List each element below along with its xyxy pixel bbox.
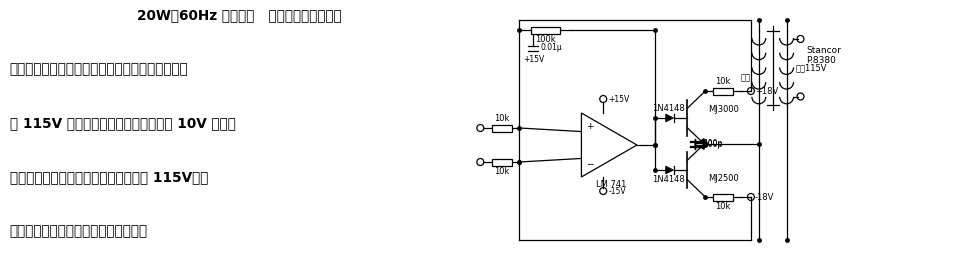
- Text: +18V: +18V: [755, 86, 778, 95]
- Polygon shape: [701, 139, 706, 145]
- Text: 初级115V: 初级115V: [796, 63, 827, 72]
- Text: +15V: +15V: [608, 94, 629, 103]
- Bar: [713, 87, 733, 94]
- Text: MJ3000: MJ3000: [709, 105, 740, 114]
- Text: 压器，初次级反接，把输出电压提升到 115V，用: 压器，初次级反接，把输出电压提升到 115V，用: [10, 170, 208, 184]
- Text: 100p: 100p: [703, 139, 722, 148]
- Bar: [492, 125, 512, 132]
- Text: 上增加了两只大电流互补晶体管，使伺服放大器产: 上增加了两只大电流互补晶体管，使伺服放大器产: [10, 62, 189, 76]
- Text: 1N4148: 1N4148: [652, 175, 685, 184]
- Text: 10k: 10k: [715, 202, 731, 211]
- Text: -18V: -18V: [755, 192, 774, 201]
- Text: +15V: +15V: [523, 55, 544, 64]
- Polygon shape: [666, 114, 674, 122]
- Text: 10k: 10k: [715, 77, 731, 86]
- Text: 20W、60Hz 伺服电路   该电路在运算放大器: 20W、60Hz 伺服电路 该电路在运算放大器: [137, 8, 342, 22]
- Text: 生 115V 的输出。放大器驱动低阻抗的 10V 灯丝变: 生 115V 的输出。放大器驱动低阻抗的 10V 灯丝变: [10, 116, 235, 130]
- Bar: [530, 27, 560, 34]
- Text: 10k: 10k: [494, 167, 509, 176]
- Text: LM 741: LM 741: [596, 180, 626, 189]
- Text: Stancor: Stancor: [806, 46, 841, 55]
- Text: P.8380: P.8380: [806, 56, 836, 65]
- Text: 于驱动伺服机构。晶体管要加散热器。: 于驱动伺服机构。晶体管要加散热器。: [10, 224, 148, 238]
- Text: 100k: 100k: [535, 35, 556, 44]
- Text: 10k: 10k: [494, 114, 509, 123]
- Text: +: +: [587, 122, 594, 131]
- Text: 100p: 100p: [703, 140, 722, 149]
- Text: 0.01μ: 0.01μ: [540, 44, 562, 52]
- Text: MJ2500: MJ2500: [709, 174, 739, 183]
- Text: -15V: -15V: [608, 187, 625, 196]
- Text: 次级: 次级: [741, 73, 751, 82]
- Bar: [713, 194, 733, 200]
- Text: −: −: [587, 159, 594, 168]
- Polygon shape: [666, 166, 674, 174]
- Text: 1N4148: 1N4148: [652, 104, 685, 113]
- Polygon shape: [701, 143, 706, 149]
- Bar: [492, 158, 512, 165]
